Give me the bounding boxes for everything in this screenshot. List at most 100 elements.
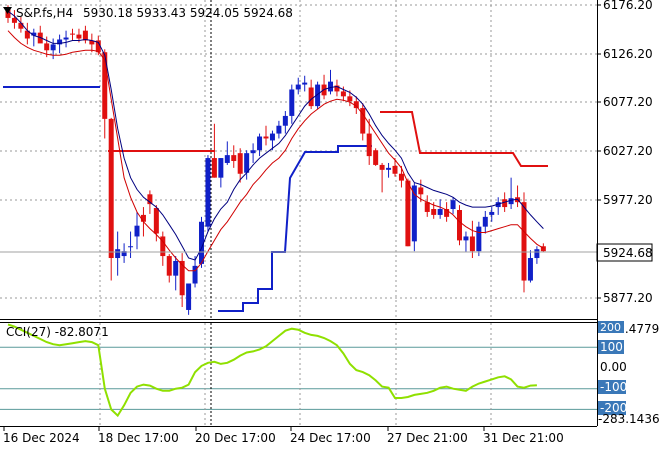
ma-fast-line — [7, 10, 544, 261]
candle — [508, 177, 514, 210]
candle — [179, 253, 185, 308]
candle — [199, 216, 204, 268]
price-axis-label: 6176.20 — [603, 0, 653, 12]
candle — [224, 141, 230, 165]
candle — [521, 192, 527, 293]
candle — [405, 178, 411, 247]
candle — [328, 69, 333, 95]
price-pane[interactable]: S&P.fs,H4 5930.18 5933.43 5924.05 5924.6… — [0, 0, 597, 318]
symbol-label: S&P.fs,H4 — [16, 6, 73, 20]
candle — [269, 130, 275, 151]
candle — [424, 195, 430, 217]
candle — [160, 231, 166, 266]
price-axis[interactable]: 6176.20 6126.20 6077.20 6027.20 5977.20 5877.… — [596, 0, 653, 305]
candle — [386, 162, 392, 178]
red-stop-line — [380, 111, 548, 167]
candle — [257, 133, 263, 157]
candle — [237, 148, 243, 183]
time-axis-label: 31 Dec 21:00 — [483, 431, 564, 445]
candle — [218, 158, 224, 188]
candle — [11, 10, 17, 29]
candle — [289, 84, 295, 124]
candle — [57, 34, 63, 54]
candle — [173, 256, 179, 291]
cci-axis[interactable]: 217.4779 200 100 0.00 -100 -200 -283.143… — [598, 321, 660, 426]
price-axis-label: 6077.20 — [603, 95, 653, 109]
candle — [373, 148, 379, 166]
candle — [134, 211, 140, 250]
candle — [276, 120, 282, 139]
price-axis-label: 6027.20 — [603, 144, 653, 158]
cci-axis-min: -283.1436 — [598, 412, 660, 426]
candle — [211, 123, 217, 178]
candle — [295, 77, 301, 95]
price-grid — [0, 0, 597, 318]
candle — [115, 231, 121, 276]
candle — [231, 145, 237, 168]
candle — [166, 254, 172, 283]
candle — [360, 103, 366, 141]
cci-badge-100-text: 100 — [600, 340, 623, 354]
time-axis-label: 27 Dec 21:00 — [387, 431, 468, 445]
candle — [527, 250, 533, 283]
candle — [482, 210, 488, 234]
cci-badge-200-text: 200 — [600, 321, 621, 334]
cci-label: CCI(27) -82.8071 — [6, 325, 109, 339]
current-price-label: 5924.68 — [603, 246, 653, 260]
time-axis-label: 18 Dec 17:00 — [98, 431, 179, 445]
candle — [392, 158, 398, 177]
candle — [315, 81, 321, 110]
candle — [102, 49, 108, 139]
cci-badge-100 — [598, 340, 624, 354]
candle — [444, 202, 450, 222]
candle — [308, 79, 314, 110]
candle — [353, 96, 359, 114]
candle — [128, 231, 134, 259]
cci-badge-200 — [598, 321, 624, 333]
candle — [411, 182, 417, 252]
time-axis-label: 24 Dec 17:00 — [290, 431, 371, 445]
candle — [18, 16, 24, 33]
price-axis-label: 5877.20 — [603, 291, 653, 305]
candle — [205, 155, 211, 232]
candle — [347, 90, 353, 107]
candle — [398, 165, 404, 188]
candle — [108, 117, 114, 281]
candle — [186, 283, 192, 315]
candle — [121, 243, 127, 263]
time-axis-label: 16 Dec 2024 — [3, 431, 80, 445]
ma-slow-line — [7, 30, 544, 272]
candle — [89, 33, 95, 53]
candle — [476, 221, 482, 257]
candle — [250, 143, 256, 163]
candle — [334, 79, 340, 97]
cci-badge-minus100-text: -100 — [600, 380, 627, 394]
collapse-triangle-icon[interactable] — [3, 7, 12, 14]
candle — [24, 22, 30, 45]
cci-pane[interactable]: CCI(27) -82.8071 — [0, 322, 597, 426]
candle — [534, 246, 540, 264]
candle — [302, 75, 308, 92]
candle — [263, 125, 269, 146]
candle — [450, 197, 456, 214]
candle — [418, 179, 424, 203]
price-axis-label: 6126.20 — [603, 47, 653, 61]
candle — [244, 150, 250, 180]
candle — [489, 207, 495, 222]
cci-badge-minus200 — [598, 401, 626, 415]
candle — [31, 28, 37, 47]
candle — [82, 25, 88, 44]
cci-badge-minus200-text: -200 — [600, 401, 627, 415]
cci-badge-minus100 — [598, 380, 626, 394]
cci-axis-zero: 0.00 — [600, 360, 627, 374]
time-axis-label: 20 Dec 17:00 — [195, 431, 276, 445]
cci-line — [7, 323, 537, 418]
candle — [366, 118, 372, 165]
candle — [63, 30, 69, 48]
time-axis[interactable]: 16 Dec 2024 18 Dec 17:00 20 Dec 17:00 24 De… — [3, 426, 564, 445]
price-series — [3, 5, 548, 315]
candle — [379, 162, 385, 193]
ohlc-readout: 5930.18 5933.43 5924.05 5924.68 — [83, 6, 293, 20]
candle — [463, 231, 469, 253]
